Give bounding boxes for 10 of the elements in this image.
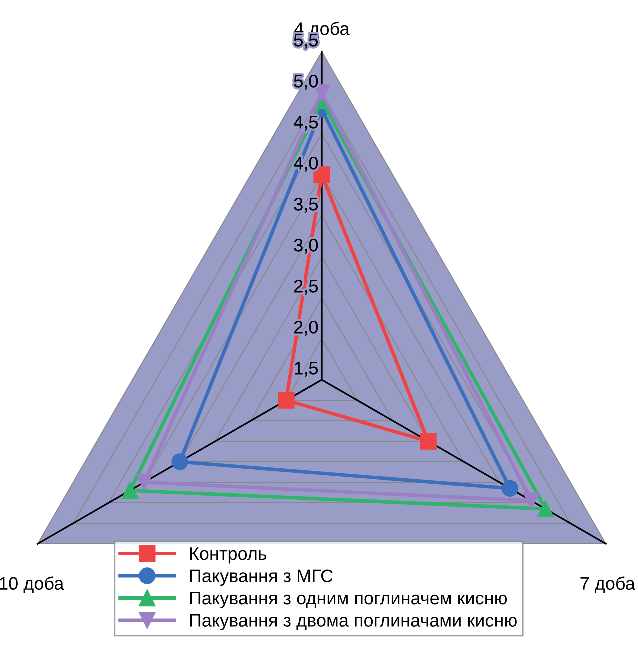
legend-label: Контроль [190,548,267,564]
legend-label: Пакування з одним поглиначем кисню [190,592,508,608]
y-tick-label: 1,5 [295,362,318,377]
y-tick-label: 4,0 [294,157,318,172]
spoke-label: 7 доба [580,576,636,594]
legend-label: Пакування з МГС [190,570,333,586]
legend-label: Пакування з двома поглиначами кисню [190,614,517,631]
spoke-label: 10 доба [0,576,64,594]
y-tick-label: 4,5 [294,116,318,131]
y-tick-label: 5,0 [294,75,318,90]
